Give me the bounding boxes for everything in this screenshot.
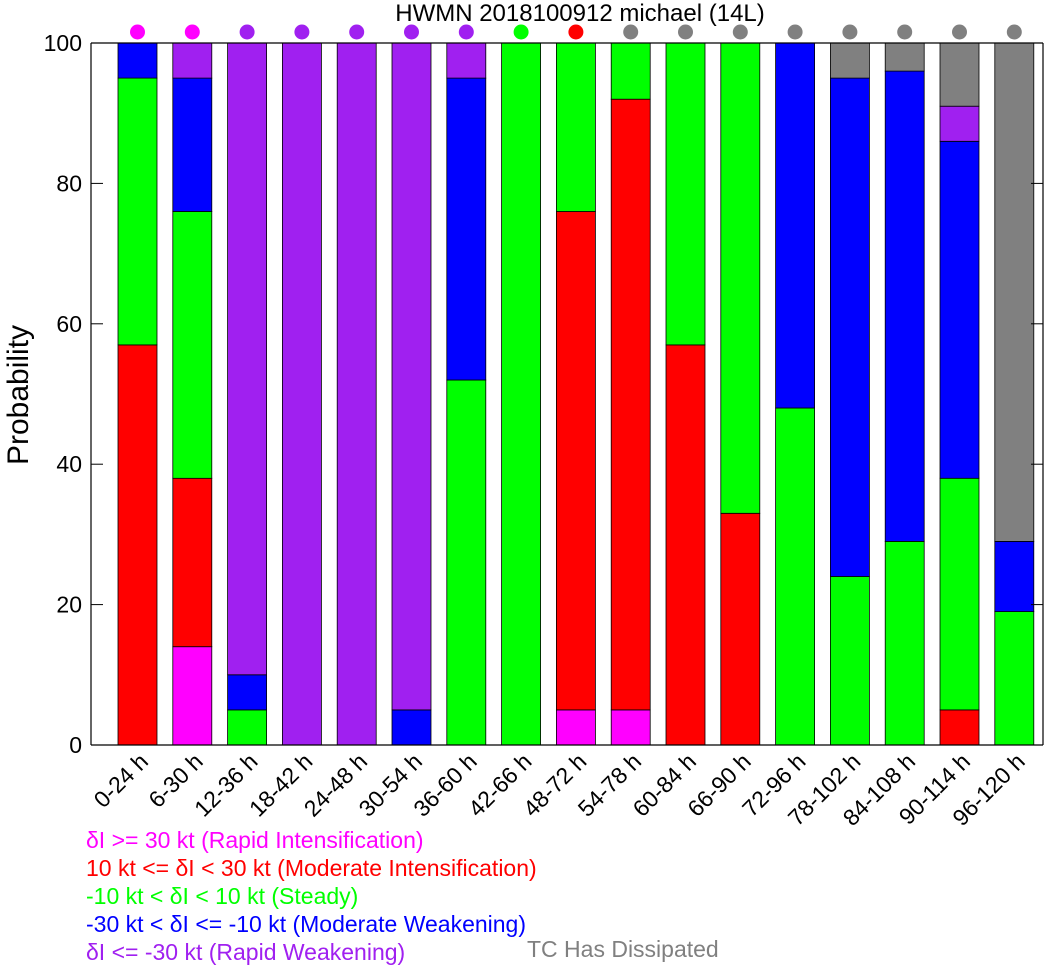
top-marker-dissipated (1006, 24, 1022, 40)
bar-segment-steady (830, 576, 870, 746)
bar-segment-steady (720, 42, 761, 514)
bar-segment-steady (172, 211, 213, 479)
bar-segment-dissipated (939, 42, 980, 107)
legend-entry-mi: 10 kt <= δI < 30 kt (Moderate Intensific… (86, 855, 537, 881)
bar-segment-mw (775, 42, 815, 409)
x-tick-label: 0-24 h (89, 748, 154, 813)
legend: δI >= 30 kt (Rapid Intensification) 10 kt… (86, 826, 537, 966)
top-markers-layer (130, 24, 1022, 40)
bar-segment-rw (446, 42, 487, 79)
top-marker-dissipated (952, 24, 967, 40)
bar-segment-mw (939, 140, 980, 479)
legend-entry-ri: δI >= 30 kt (Rapid Intensification) (86, 827, 424, 853)
bar-segment-rw (227, 42, 268, 676)
bar-segment-mw (117, 42, 158, 79)
y-tick-label: 100 (44, 30, 82, 56)
bar-segment-steady (939, 477, 980, 711)
bar-segment-rw (939, 105, 980, 142)
top-marker-dissipated (732, 24, 748, 40)
bar-segment-steady (775, 407, 815, 746)
bar-segment-steady (501, 42, 542, 746)
y-tick-label: 40 (56, 451, 82, 477)
bar-segment-steady (884, 541, 925, 746)
bar-segment-ri (172, 646, 213, 746)
top-marker-dissipated (842, 24, 858, 40)
bar-segment-mw (391, 709, 432, 746)
bar-segment-rw (336, 42, 377, 746)
bar-segment-steady (994, 611, 1035, 746)
bar-segment-steady (446, 379, 487, 746)
bar-segment-mw (227, 674, 268, 711)
top-marker-mi (568, 24, 584, 40)
bar-segment-steady (556, 42, 596, 212)
bar-segment-mi (556, 211, 596, 711)
bar-segment-dissipated (994, 42, 1035, 542)
y-axis-label: Probability (2, 325, 35, 465)
top-marker-dissipated (678, 24, 693, 40)
top-marker-rw (404, 24, 419, 40)
bar-segment-mi (665, 344, 706, 746)
bar-segment-dissipated (830, 42, 870, 79)
bar-segment-mw (994, 541, 1035, 613)
legend-entry-rw: δI <= -30 kt (Rapid Weakening) (86, 939, 406, 965)
bar-segment-mi (117, 344, 158, 746)
top-marker-rw (239, 24, 255, 40)
top-marker-steady (513, 24, 529, 40)
top-marker-rw (458, 24, 474, 40)
top-marker-dissipated (623, 24, 639, 40)
top-marker-ri (130, 24, 145, 40)
top-marker-dissipated (787, 24, 803, 40)
axes-layer (90, 42, 1044, 746)
chart-title: HWMN 2018100912 michael (14L) (395, 0, 765, 27)
bar-segment-mi (610, 98, 651, 711)
top-marker-ri (184, 24, 200, 40)
legend-entry-mw: -30 kt < δI <= -10 kt (Moderate Weakenin… (86, 911, 527, 937)
bar-segment-mw (172, 77, 213, 212)
bar-segment-rw (281, 42, 322, 746)
bar-segment-mi (172, 477, 213, 648)
bar-segment-mw (884, 70, 925, 542)
bar-segment-steady (665, 42, 706, 346)
bar-segment-steady (117, 77, 158, 346)
legend-dissipated-label: TC Has Dissipated (527, 936, 719, 962)
bar-segment-mi (939, 709, 980, 746)
bar-segment-steady (610, 42, 651, 100)
top-marker-dissipated (897, 24, 913, 40)
bar-segment-mw (830, 77, 870, 577)
bar-segment-rw (391, 42, 432, 711)
legend-entry-steady: -10 kt < δI < 10 kt (Steady) (86, 883, 359, 909)
top-marker-rw (349, 24, 365, 40)
bar-segment-rw (172, 42, 213, 79)
y-tick-label: 60 (56, 311, 82, 337)
y-tick-label: 80 (56, 170, 82, 196)
bar-segment-steady (227, 709, 268, 746)
bar-segment-ri (610, 709, 651, 746)
y-tick-label: 0 (69, 732, 82, 758)
top-marker-rw (294, 24, 310, 40)
bar-segment-mi (720, 512, 761, 746)
bars-layer (117, 42, 1035, 746)
bar-segment-mw (446, 77, 487, 381)
y-tick-label: 20 (56, 592, 82, 618)
bar-segment-dissipated (884, 42, 925, 72)
bar-segment-ri (556, 709, 596, 746)
